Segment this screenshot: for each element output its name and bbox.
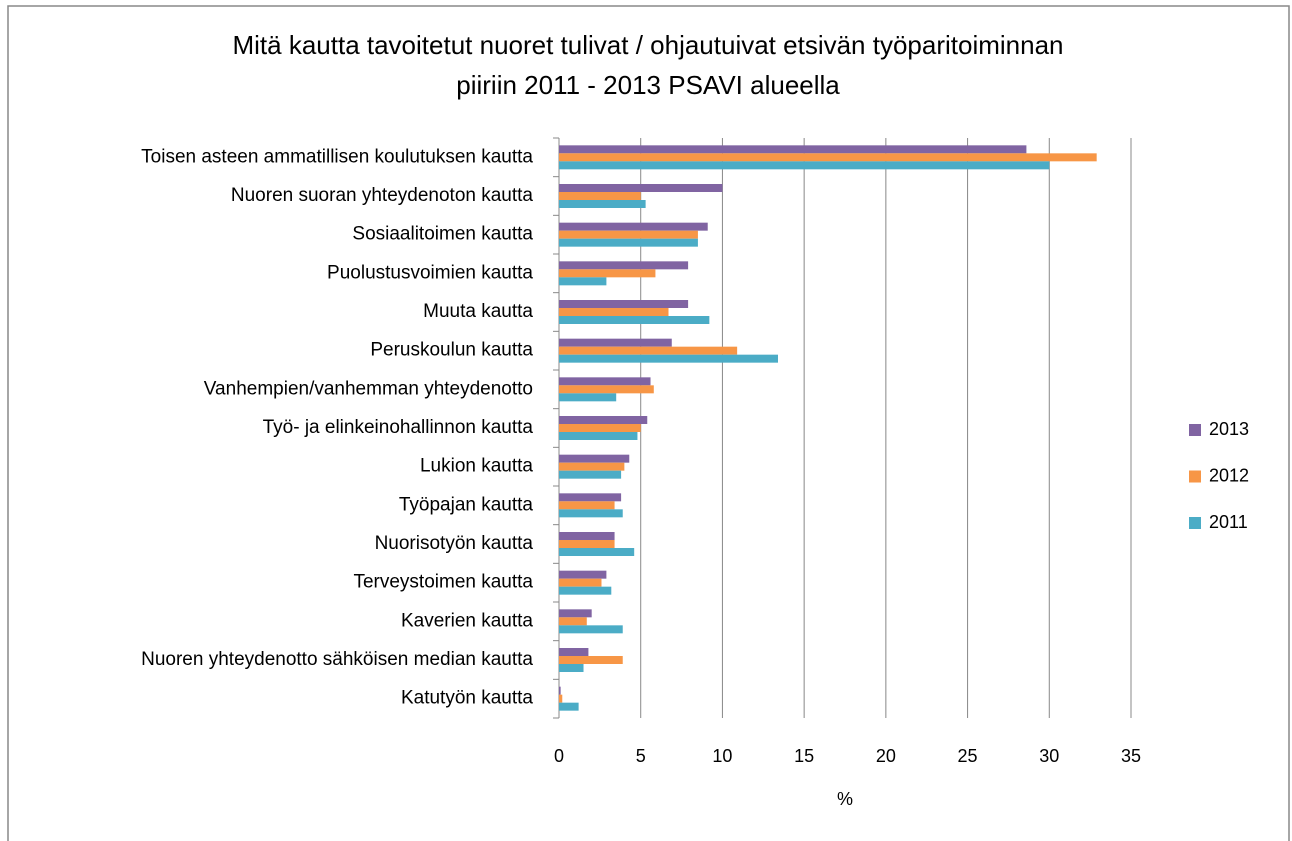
- legend-swatch: [1189, 470, 1201, 483]
- bar: [559, 338, 672, 347]
- x-tick-label: 0: [554, 746, 564, 766]
- bar: [559, 261, 689, 270]
- bar: [559, 548, 635, 556]
- bar: [559, 617, 587, 626]
- bar: [559, 161, 1050, 170]
- y-tick-label: Työpajan kautta: [399, 494, 534, 515]
- legend-swatch: [1189, 517, 1201, 529]
- legend-swatch: [1189, 424, 1201, 436]
- bar: [559, 424, 641, 432]
- y-tick-label: Puolustusvoimien kautta: [327, 262, 533, 283]
- x-tick-label: 15: [794, 746, 814, 766]
- y-tick-label: Kaverien kautta: [401, 610, 533, 631]
- bar: [559, 385, 654, 394]
- bar: [559, 300, 689, 308]
- bar: [559, 501, 615, 510]
- x-tick-label: 5: [636, 746, 646, 766]
- bar: [559, 153, 1097, 162]
- bar: [559, 316, 710, 324]
- bar: [559, 694, 563, 703]
- y-tick-label: Muuta kautta: [423, 301, 533, 322]
- bar: [559, 200, 646, 208]
- bar: [559, 238, 698, 247]
- bar: [559, 354, 778, 363]
- bar: [559, 230, 698, 239]
- bar: [559, 416, 648, 424]
- bar: [559, 222, 708, 231]
- bar: [559, 454, 630, 463]
- chart-frame: [7, 5, 1290, 841]
- legend-label: 2013: [1209, 419, 1249, 439]
- bar: [559, 269, 656, 278]
- bar: [559, 570, 607, 579]
- y-tick-label: Nuoren yhteydenotto sähköisen median kau…: [141, 649, 533, 670]
- y-tick-label: Lukion kautta: [420, 456, 533, 477]
- x-tick-label: 25: [958, 746, 978, 766]
- bar: [559, 184, 723, 192]
- chart-title: Mitä kautta tavoitetut nuoret tulivat / …: [232, 30, 1063, 60]
- bar: [559, 509, 623, 518]
- bar: [559, 648, 589, 656]
- bar: [559, 145, 1027, 154]
- y-tick-label: Peruskoulun kautta: [370, 340, 533, 361]
- x-tick-label: 35: [1121, 746, 1141, 766]
- bar: [559, 532, 615, 540]
- y-tick-label: Vanhempien/vanhemman yhteydenotto: [204, 378, 533, 399]
- x-tick-label: 20: [876, 746, 896, 766]
- y-tick-label: Nuoren suoran yhteydenoton kautta: [231, 185, 534, 206]
- x-tick-label: 30: [1039, 746, 1059, 766]
- legend-label: 2011: [1209, 512, 1248, 532]
- y-tick-label: Sosiaalitoimen kautta: [352, 224, 533, 245]
- bar: [559, 432, 638, 440]
- x-tick-label: 10: [712, 746, 732, 766]
- bar: [559, 578, 602, 587]
- y-tick-label: Nuorisotyön kautta: [375, 533, 534, 554]
- x-axis-label: %: [837, 789, 853, 809]
- bar: [559, 656, 623, 664]
- bar: [559, 308, 669, 316]
- chart-title: piiriin 2011 - 2013 PSAVI alueella: [456, 70, 840, 100]
- bar: [559, 192, 641, 200]
- bar: [559, 586, 612, 595]
- bar: [559, 702, 579, 711]
- bar: [559, 686, 561, 695]
- y-tick-label: Työ- ja elinkeinohallinnon kautta: [263, 417, 534, 438]
- legend-label: 2012: [1209, 465, 1249, 485]
- bar: [559, 664, 584, 672]
- y-tick-label: Toisen asteen ammatillisen koulutuksen k…: [141, 146, 533, 167]
- bar: [559, 377, 651, 386]
- y-tick-label: Terveystoimen kautta: [353, 572, 533, 593]
- bar: [559, 393, 617, 402]
- bar: [559, 493, 622, 502]
- bar: [559, 277, 607, 286]
- bar: [559, 625, 623, 634]
- bar: [559, 462, 625, 471]
- bar: [559, 346, 738, 355]
- bar: [559, 609, 592, 618]
- bar: [559, 540, 615, 548]
- bar: [559, 470, 622, 479]
- y-tick-label: Katutyön kautta: [401, 688, 533, 709]
